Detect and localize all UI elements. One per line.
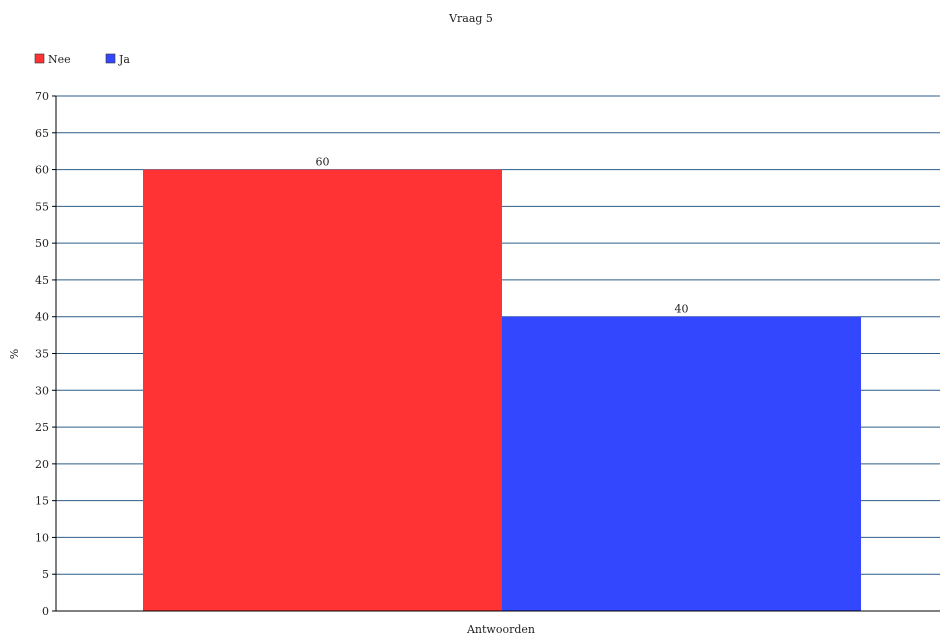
y-tick-label: 30 <box>35 384 49 397</box>
data-label-nee: 60 <box>316 156 330 169</box>
legend-swatch-nee <box>34 53 45 64</box>
legend: Nee Ja <box>34 53 130 66</box>
y-axis: 0 5 10 15 20 25 30 35 40 45 50 55 60 65 70 <box>35 90 57 618</box>
y-tick-label: 10 <box>35 531 49 544</box>
y-tick-label: 35 <box>35 348 49 361</box>
y-tick-label: 55 <box>35 200 49 213</box>
data-label-ja: 40 <box>675 303 689 316</box>
y-tick-label: 45 <box>35 274 49 287</box>
legend-label-ja: Ja <box>118 53 130 66</box>
bar-nee <box>143 169 502 612</box>
y-tick-label: 70 <box>35 90 49 103</box>
y-tick-label: 25 <box>35 421 49 434</box>
y-tick-label: 40 <box>35 311 49 324</box>
y-tick-label: 0 <box>42 605 49 618</box>
data-label-bg <box>671 302 692 316</box>
y-tick-label: 5 <box>42 568 49 581</box>
legend-label-nee: Nee <box>48 53 71 66</box>
data-label-bg <box>312 155 333 169</box>
y-tick-label: 65 <box>35 127 49 140</box>
y-tick-label: 60 <box>35 164 49 177</box>
y-tick-label: 15 <box>35 495 49 508</box>
y-tick-label: 50 <box>35 237 49 250</box>
x-axis-title: Antwoorden <box>466 623 535 636</box>
bar-ja <box>502 316 861 611</box>
legend-swatch-ja <box>105 53 116 64</box>
y-tick-label: 20 <box>35 458 49 471</box>
bars: 60 40 <box>143 155 861 612</box>
y-axis-title: % <box>8 349 21 359</box>
chart-title: Vraag 5 <box>448 12 493 25</box>
